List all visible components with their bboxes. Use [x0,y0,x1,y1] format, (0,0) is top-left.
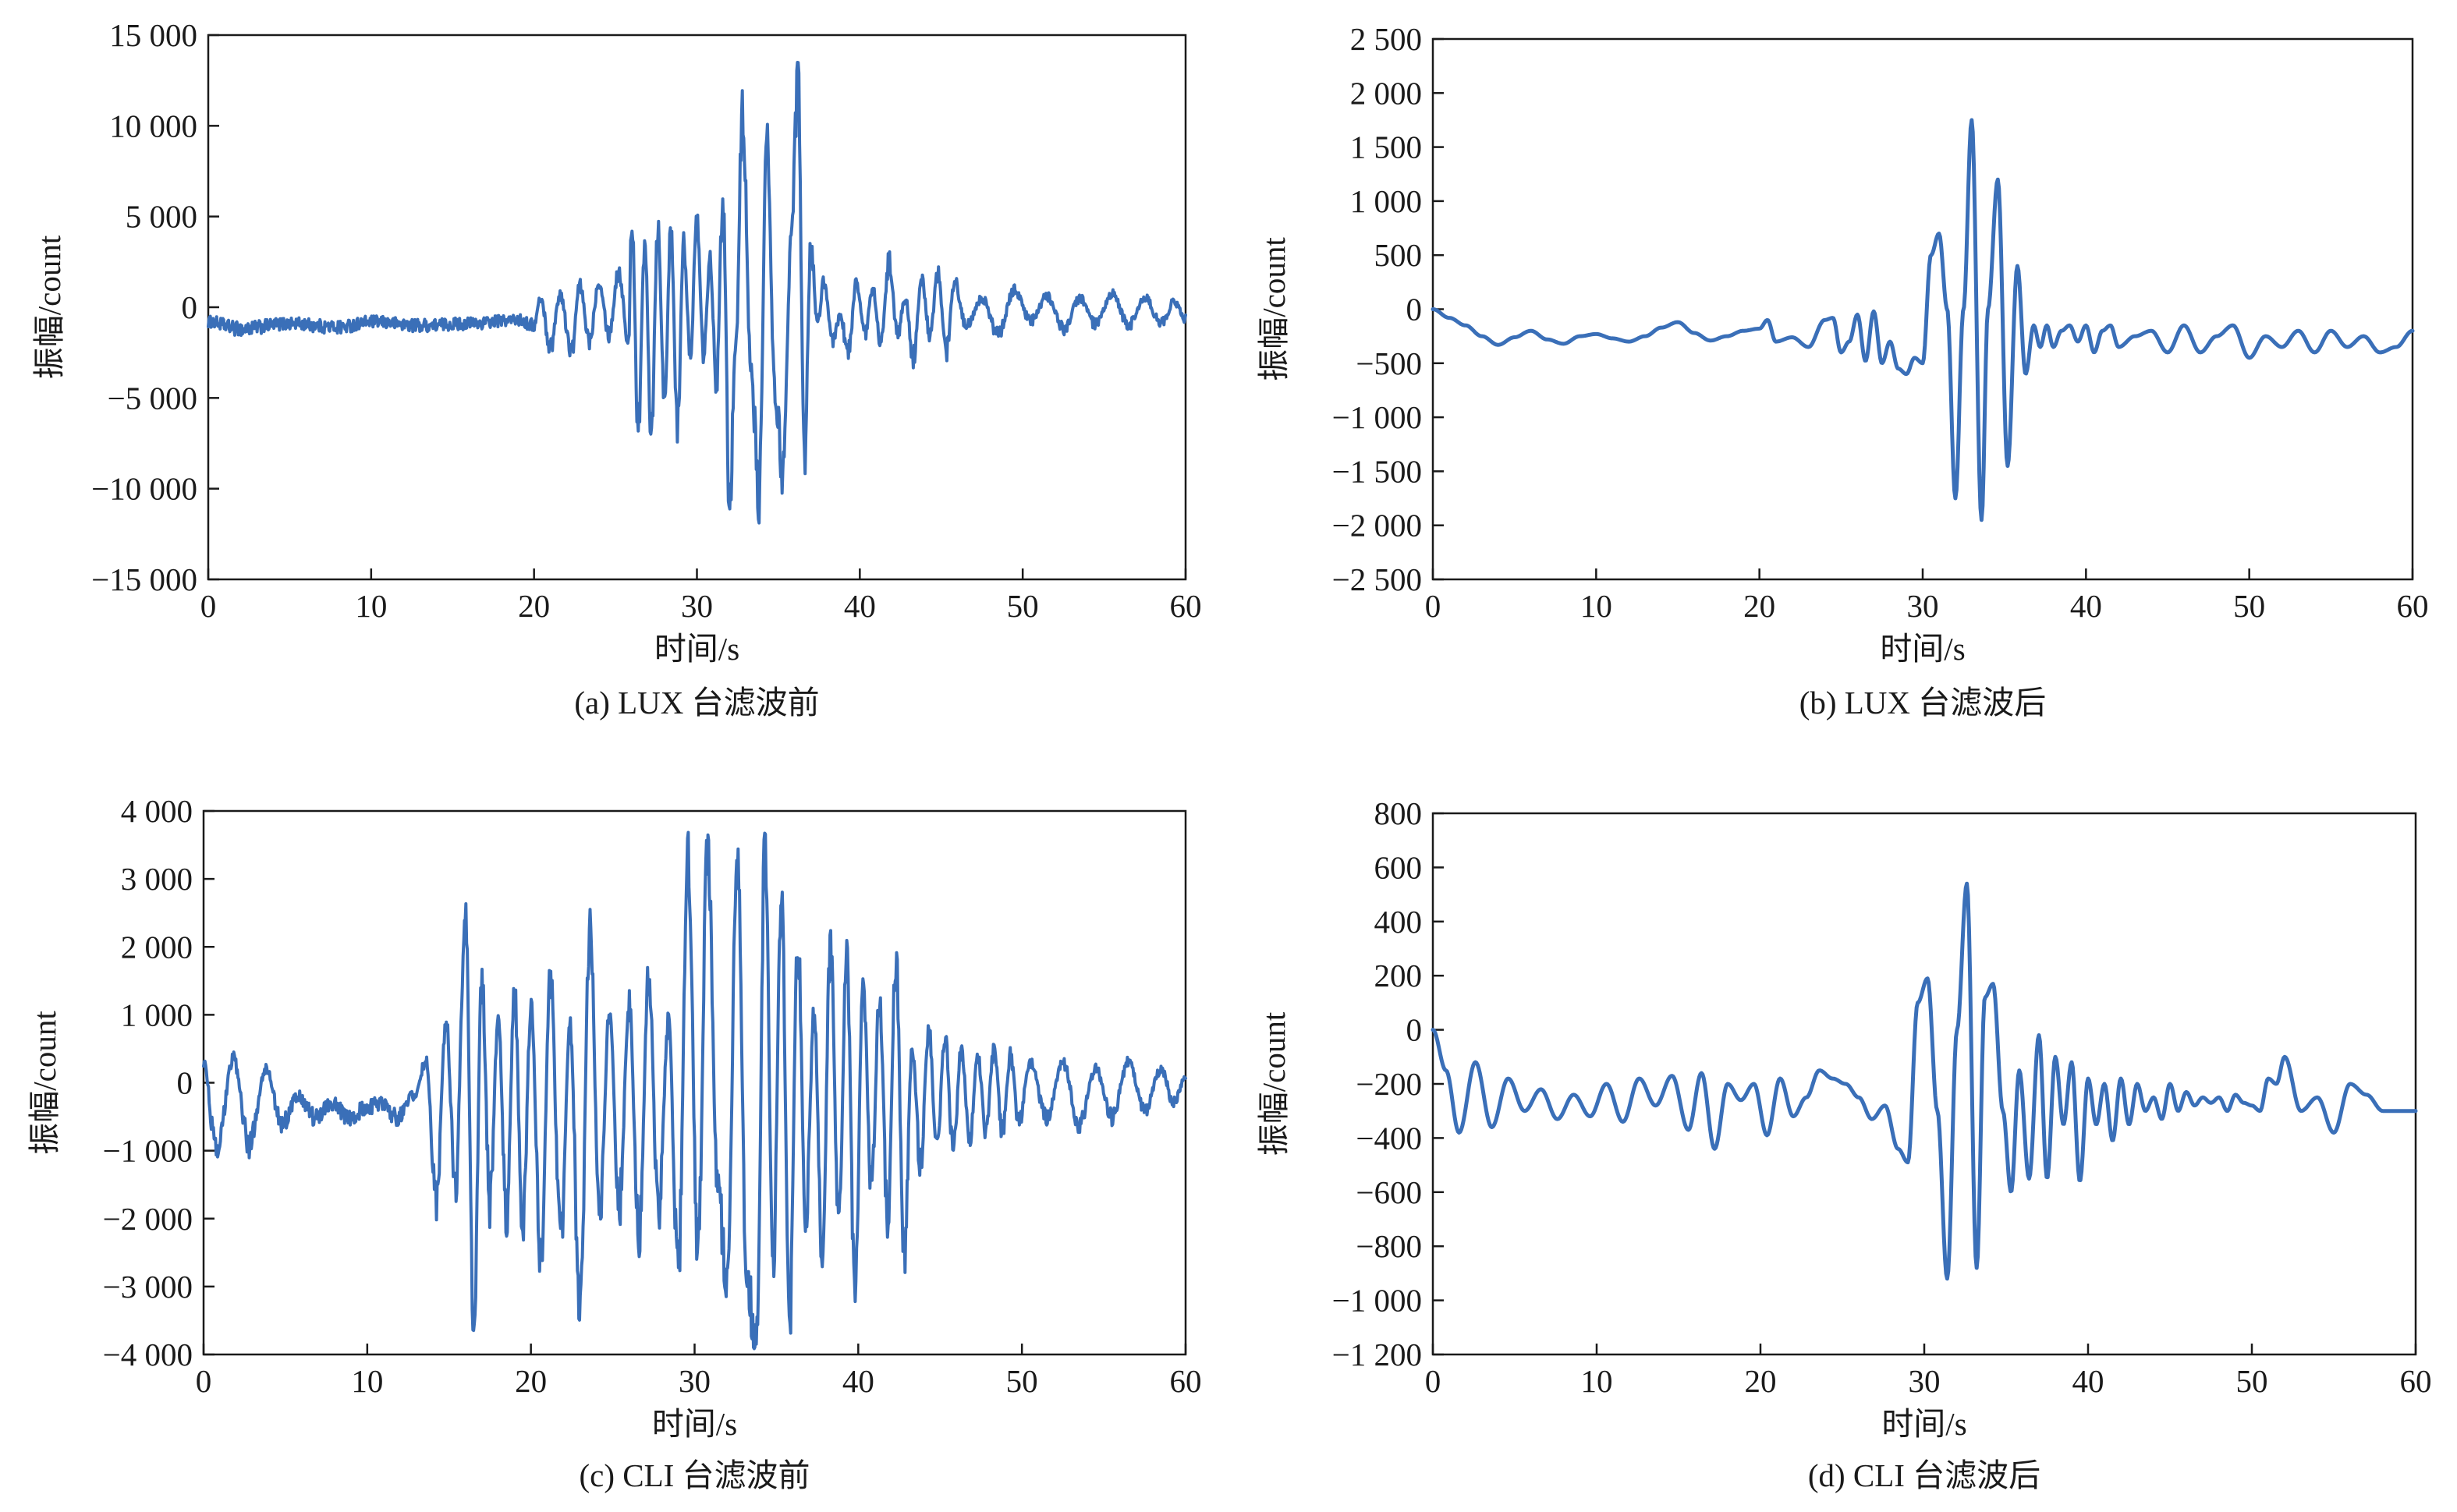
x-tick-label: 60 [2400,1363,2432,1399]
y-tick-label: −500 [1356,345,1422,381]
y-tick-label: 5 000 [126,199,197,235]
y-tick-label: 600 [1374,849,1423,885]
x-tick-label: 50 [1007,588,1039,624]
x-axis-label: 时间/s [654,631,739,667]
y-tick-label: 0 [177,1065,193,1101]
y-tick-label: −3 000 [103,1269,193,1305]
y-axis-label: 振幅/count [1256,1011,1292,1156]
y-tick-label: −4 000 [103,1337,193,1372]
y-tick-label: −600 [1356,1174,1422,1210]
waveform-trace-c [202,830,1187,1351]
y-tick-label: −1 500 [1332,453,1422,489]
x-tick-label: 20 [1745,1363,1777,1399]
y-tick-label: 2 500 [1350,21,1422,57]
y-tick-label: −1 000 [1332,399,1422,435]
y-tick-label: 15 000 [109,17,197,53]
x-tick-label: 30 [679,1363,711,1399]
x-axis-label: 时间/s [1881,1406,1966,1442]
panel-b: 0 10 20 30 40 50 60 2 500 2 000 1 500 1 000 500 0 −50… [1256,21,2429,721]
y-tick-label: 10 000 [109,108,197,143]
y-tick-label: 800 [1374,795,1423,831]
x-tick-label: 0 [200,588,217,624]
x-tick-label: 20 [1743,588,1775,624]
x-tick-label: 20 [515,1363,547,1399]
y-tick-label: −1 200 [1332,1337,1422,1372]
y-tick-label: 0 [182,289,198,325]
waveform-trace-a [207,61,1187,525]
y-tick-label: −15 000 [91,561,197,597]
y-tick-label: −2 000 [1332,508,1422,544]
waveform-trace-d [1431,881,2418,1281]
y-axis-label: 振幅/count [1256,237,1292,381]
y-tick-label: −2 000 [103,1201,193,1237]
y-tick-label: 400 [1374,904,1423,940]
x-tick-label: 40 [2070,588,2102,624]
y-tick-label: 1 000 [1350,183,1422,219]
x-tick-label: 0 [1425,588,1441,624]
y-tick-label: −1 000 [103,1133,193,1169]
y-tick-label: 2 000 [121,929,193,965]
y-tick-label: 500 [1374,237,1423,273]
y-tick-label: −800 [1356,1228,1422,1264]
x-axis-label: 时间/s [1880,631,1965,667]
y-tick-label: 1 500 [1350,129,1422,165]
x-tick-label: 0 [196,1363,212,1399]
panel-caption: (a) LUX 台滤波前 [574,685,819,721]
panel-caption: (c) CLI 台滤波前 [579,1457,810,1493]
x-tick-label: 40 [2072,1363,2104,1399]
plot-frame [1431,812,2417,1356]
x-tick-label: 0 [1425,1363,1441,1399]
x-tick-label: 10 [1580,588,1612,624]
waveform-trace-b [1431,118,2415,522]
x-axis-label: 时间/s [652,1406,737,1442]
x-tick-label: 60 [1170,1363,1202,1399]
y-tick-label: 2 000 [1350,75,1422,111]
x-tick-label: 30 [1907,588,1939,624]
x-tick-label: 30 [1909,1363,1941,1399]
y-tick-label: 0 [1406,1012,1423,1048]
x-tick-label: 60 [1170,588,1202,624]
x-tick-label: 10 [351,1363,383,1399]
plot-frame [1431,37,2414,581]
y-tick-label: −10 000 [91,471,197,507]
y-tick-label: 3 000 [121,861,193,897]
panel-a: 0 10 20 30 40 50 60 15 000 10 000 5 000 0 −5 000 −10… [31,17,1202,721]
x-tick-label: 50 [2233,588,2265,624]
x-tick-label: 30 [681,588,713,624]
y-tick-label: −2 500 [1332,561,1422,597]
y-tick-label: −200 [1356,1066,1422,1102]
panel-caption: (b) LUX 台滤波后 [1799,685,2047,721]
x-tick-label: 20 [518,588,550,624]
y-tick-label: −1 000 [1332,1283,1422,1319]
x-tick-label: 10 [1581,1363,1613,1399]
panel-caption: (d) CLI 台滤波后 [1808,1457,2040,1493]
panel-d: 0 10 20 30 40 50 60 800 600 400 200 0 −200 −400 −600 −8… [1256,795,2432,1493]
x-tick-label: 60 [2397,588,2429,624]
x-tick-label: 50 [1006,1363,1038,1399]
x-tick-label: 40 [842,1363,874,1399]
x-tick-label: 10 [355,588,387,624]
y-tick-label: −400 [1356,1120,1422,1156]
panel-c: 0 10 20 30 40 50 60 4 000 3 000 2 000 1 000 0 −1 000… [27,793,1202,1493]
y-tick-label: 0 [1406,292,1423,328]
y-axis-label: 振幅/count [27,1011,62,1155]
y-tick-label: 4 000 [121,793,193,829]
x-tick-label: 50 [2236,1363,2268,1399]
y-tick-label: 1 000 [121,997,193,1032]
y-axis-label: 振幅/count [31,235,67,379]
y-tick-label: −5 000 [108,380,197,416]
x-tick-label: 40 [844,588,876,624]
y-tick-label: 200 [1374,958,1423,993]
